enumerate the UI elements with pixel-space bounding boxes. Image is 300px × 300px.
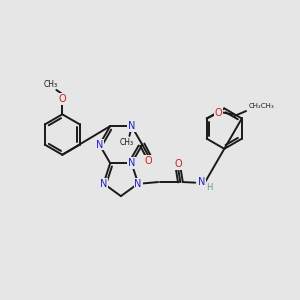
Text: N: N: [100, 178, 107, 188]
Text: H: H: [206, 184, 212, 193]
Text: N: N: [134, 178, 142, 188]
Text: O: O: [215, 108, 223, 118]
Text: N: N: [96, 140, 103, 150]
Text: CH₃: CH₃: [44, 80, 58, 88]
Text: O: O: [145, 156, 153, 166]
Text: N: N: [128, 121, 135, 131]
Text: N: N: [197, 177, 205, 187]
Text: O: O: [174, 159, 182, 169]
Text: CH₃: CH₃: [120, 138, 134, 147]
Text: CH₂CH₃: CH₂CH₃: [249, 103, 274, 109]
Text: N: N: [128, 158, 135, 168]
Text: O: O: [58, 94, 66, 104]
